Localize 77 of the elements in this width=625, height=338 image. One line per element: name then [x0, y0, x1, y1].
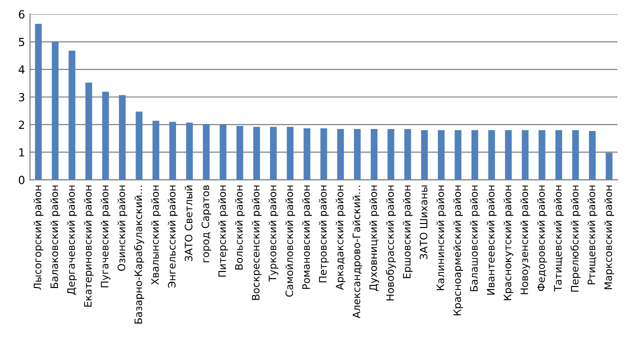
x-tick-label: Екатериновский район — [84, 186, 94, 307]
x-tick-label: Марксовский район — [604, 186, 614, 290]
x-tick-label: Ершовский район — [402, 186, 413, 278]
y-tick-label: 6 — [18, 10, 24, 19]
x-tick-label: Романовский район — [302, 186, 312, 289]
bar — [236, 126, 244, 180]
x-tick-label: Аркадакский район — [336, 186, 346, 290]
x-tick-label: Турковский район — [268, 186, 278, 282]
bar — [471, 130, 478, 180]
bar — [152, 120, 160, 180]
x-tick-label: город Саратов — [202, 185, 212, 262]
bar — [555, 130, 562, 180]
y-tick-label: 5 — [18, 38, 24, 46]
bar — [304, 128, 310, 180]
x-tick-label: Самойловский район — [285, 186, 296, 297]
x-tick-label: ЗАТО Шиханы — [420, 186, 428, 260]
x-tick-label: Новобурасский район — [386, 186, 396, 300]
x-tick-label: Петровский район — [318, 186, 329, 282]
x-tick-label: Александрово-Гайский… — [352, 186, 362, 318]
bar — [118, 95, 126, 180]
bar — [35, 24, 42, 180]
bar — [286, 126, 294, 180]
bar — [388, 129, 394, 180]
x-tick-label: Воскресенский район — [252, 186, 262, 300]
bar — [52, 42, 59, 180]
x-tick-label: Балаковский район — [50, 186, 60, 288]
bar — [102, 92, 109, 180]
x-tick-label: Хвалынский район — [151, 186, 161, 285]
x-tick-label: Балашовский район — [470, 186, 480, 292]
bar — [202, 124, 210, 180]
x-tick-label: Дергачевский район — [67, 186, 77, 295]
bar — [488, 130, 495, 180]
x-tick-label: Пугачевский район — [100, 186, 110, 288]
x-tick-label: Духовницкий район — [369, 186, 380, 291]
y-tick-label: 1 — [19, 148, 24, 156]
bar — [169, 122, 176, 180]
x-tick-label: Федоровский район — [537, 186, 547, 292]
bar — [354, 129, 361, 180]
bar — [85, 82, 92, 180]
y-tick-label: 2 — [18, 120, 24, 129]
x-tick-label: Озинский район — [117, 186, 128, 271]
y-tick-label: 0 — [18, 176, 24, 184]
bar — [522, 130, 529, 180]
bar — [136, 112, 142, 180]
bar — [370, 129, 378, 180]
x-tick-label: Лысогорский район — [34, 186, 44, 290]
bar — [438, 130, 445, 180]
bar — [186, 122, 193, 180]
x-tick-label: Перелюбский район — [570, 186, 581, 292]
bar — [606, 152, 612, 180]
bar — [404, 129, 412, 180]
x-tick-label: Вольский район — [234, 186, 245, 270]
bar — [220, 124, 226, 180]
x-tick-label: Питерский район — [218, 186, 228, 277]
bar — [421, 130, 428, 180]
x-tick-label: ЗАТО Светлый — [184, 186, 192, 262]
bar — [320, 128, 328, 180]
bar — [337, 129, 344, 180]
bar — [572, 130, 579, 180]
x-tick-label: Ивантеевский район — [486, 186, 497, 295]
bar — [505, 130, 512, 180]
y-tick-label: 3 — [18, 92, 24, 102]
y-tick-label: 4 — [18, 66, 25, 74]
x-tick-label: Краснокутский район — [504, 186, 514, 300]
bar — [270, 126, 277, 180]
x-tick-label: Новоузенский район — [520, 186, 530, 294]
x-tick-label: Калининский район — [436, 186, 446, 290]
x-tick-label: Энгельсский район — [168, 186, 178, 288]
bar — [588, 130, 596, 180]
bar — [253, 126, 260, 180]
x-tick-label: Красноармейский район — [453, 186, 463, 316]
bar — [538, 130, 546, 180]
x-tick-label: Ртищевский район — [587, 186, 598, 284]
x-tick-label: Базарно-Карабулакский… — [134, 186, 144, 324]
bar — [454, 130, 462, 180]
x-tick-label: Татищевский район — [554, 186, 564, 292]
bar — [68, 50, 76, 180]
